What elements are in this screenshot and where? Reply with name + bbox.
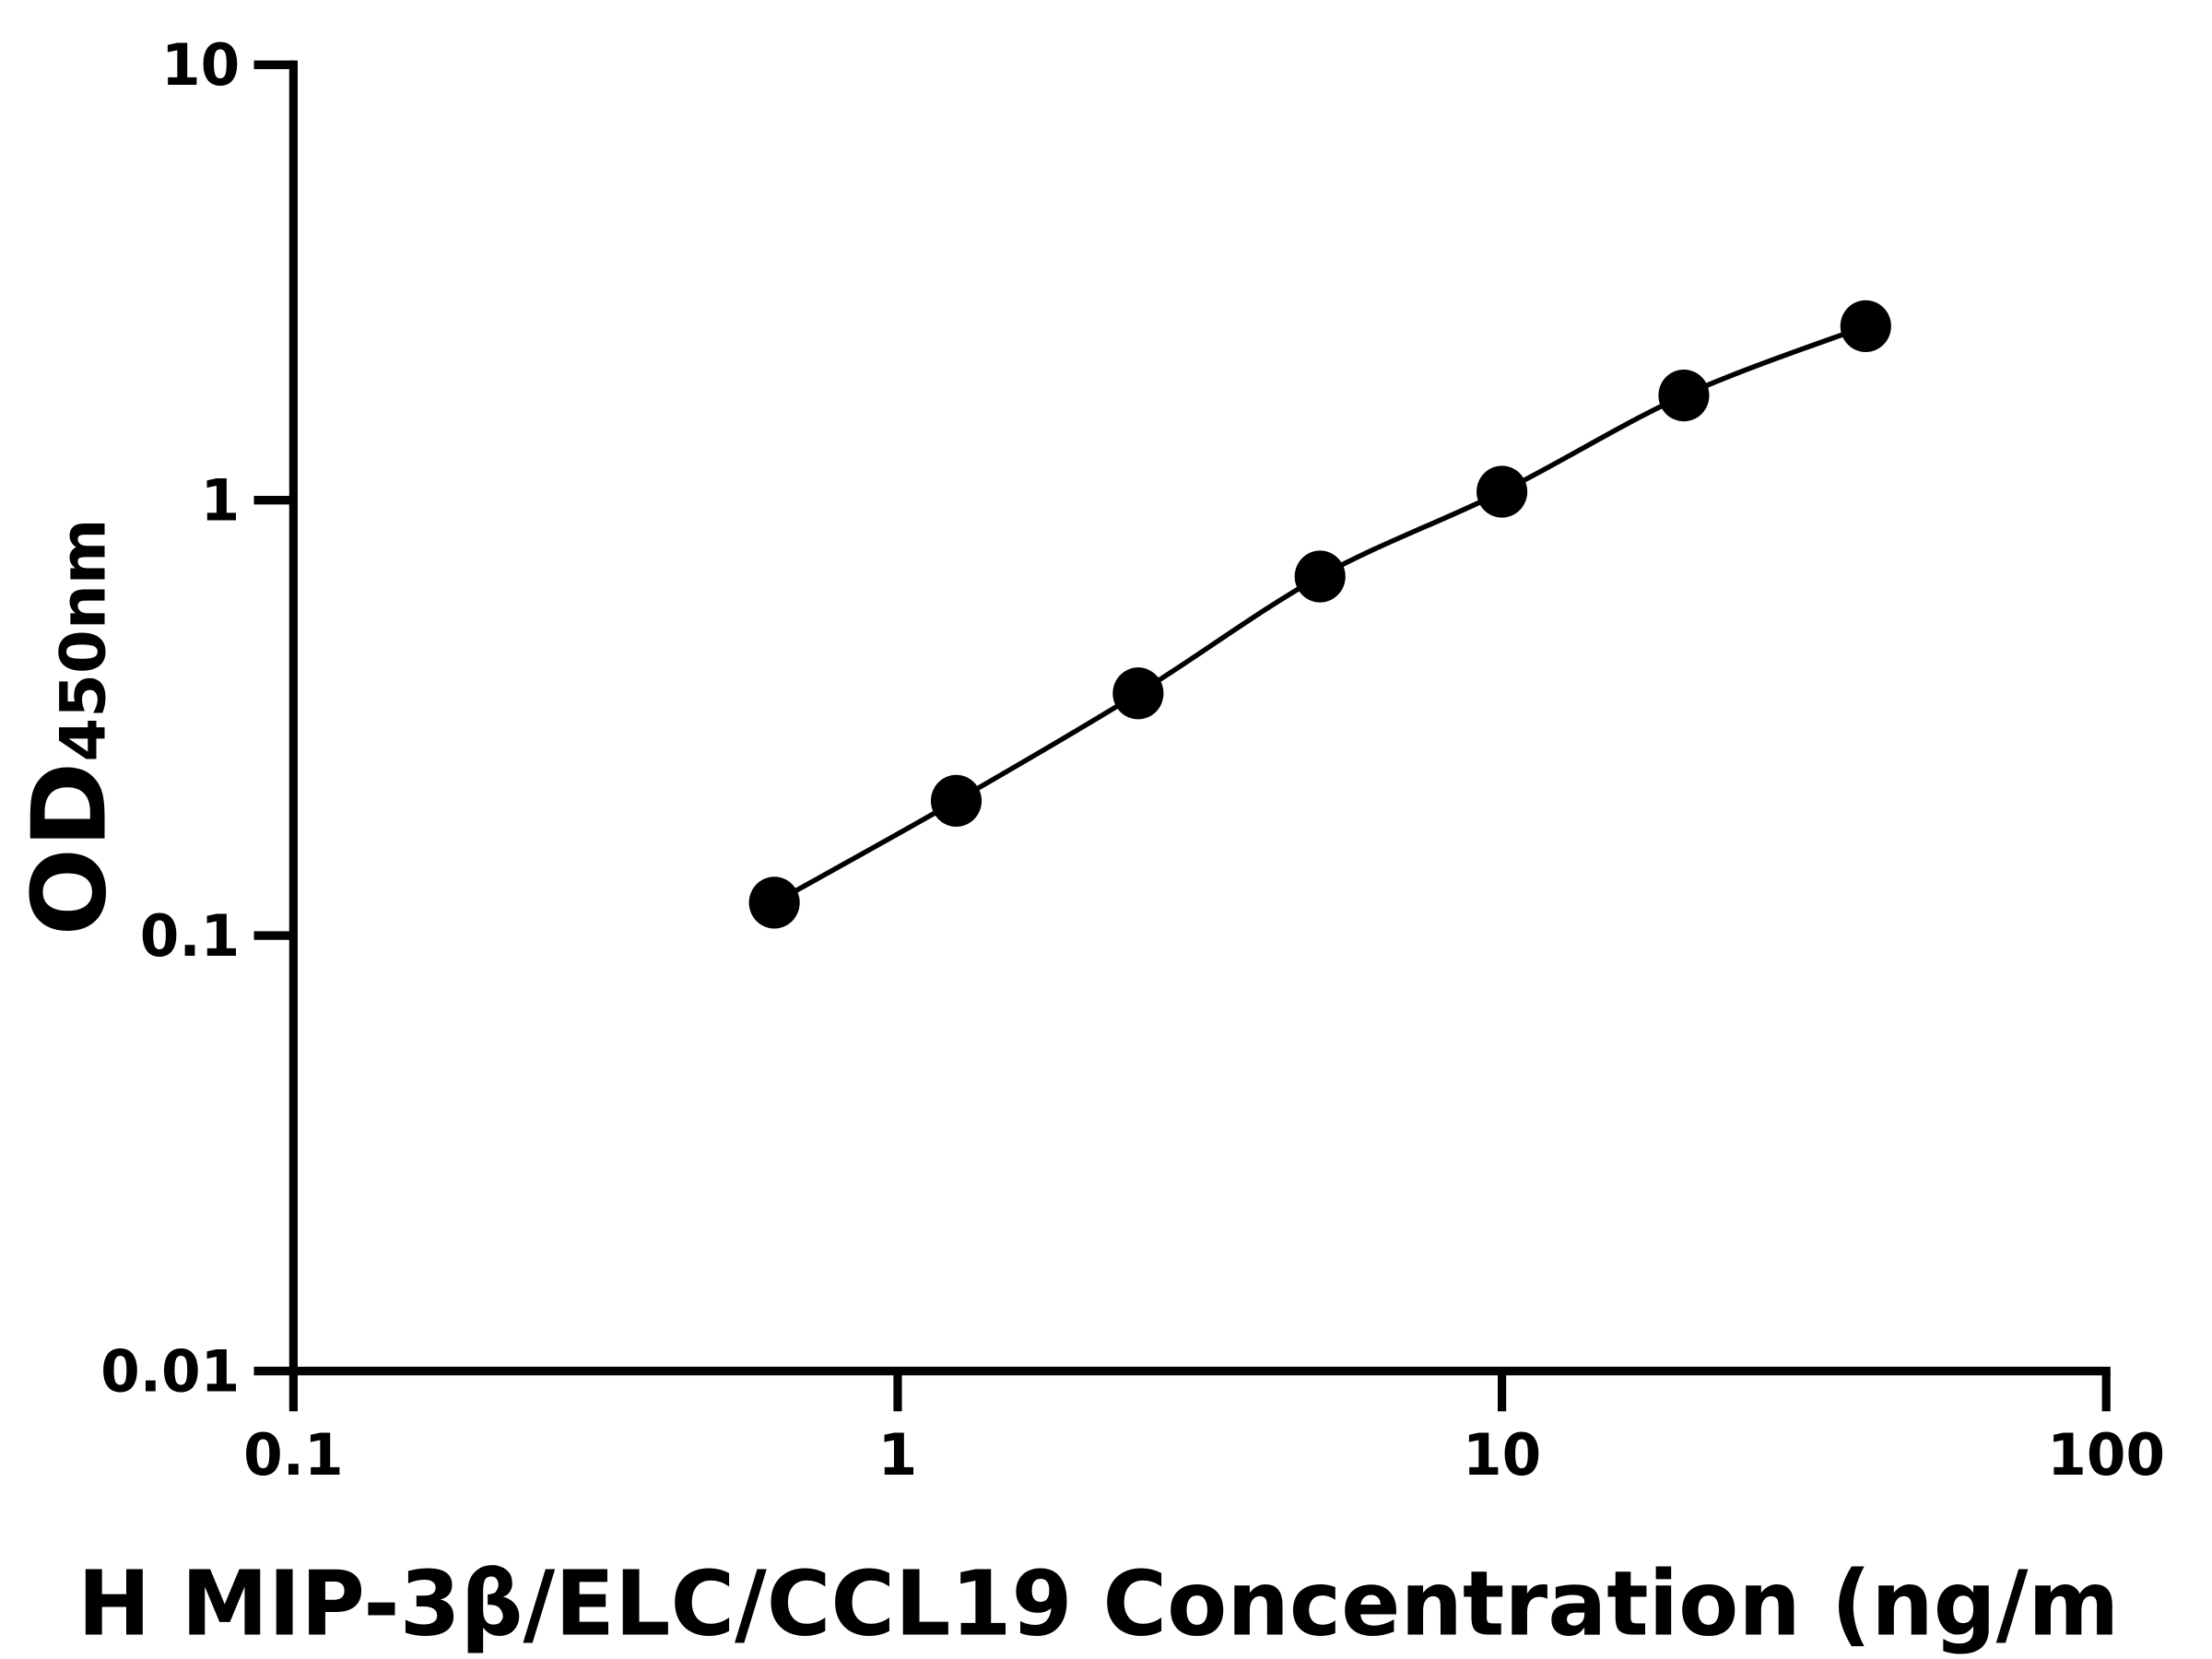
x-axis-label: H MIP-3β/ELC/CCL19 Concentration (ng/m: [77, 1552, 2119, 1656]
data-point: [1477, 465, 1528, 518]
data-point: [1294, 550, 1346, 603]
y-axis-label-sub: 450nm: [48, 519, 120, 762]
data-point: [1840, 300, 1891, 353]
y-tick-label: 0.01: [100, 1338, 240, 1406]
data-point: [1658, 369, 1710, 422]
y-tick-label: 10: [161, 32, 240, 100]
x-tick-label: 10: [1463, 1421, 1541, 1488]
y-axis-label: OD450nm: [11, 519, 129, 936]
x-tick-label: 100: [2047, 1421, 2165, 1488]
x-tick-label: 1: [878, 1421, 918, 1488]
data-point: [748, 877, 800, 929]
data-point: [930, 774, 982, 827]
y-tick-label: 0.1: [140, 902, 240, 970]
x-tick-label: 0.1: [243, 1421, 343, 1488]
y-tick-label: 1: [201, 467, 241, 535]
y-axis-label-main: OD: [11, 762, 129, 936]
data-point: [1112, 667, 1164, 720]
